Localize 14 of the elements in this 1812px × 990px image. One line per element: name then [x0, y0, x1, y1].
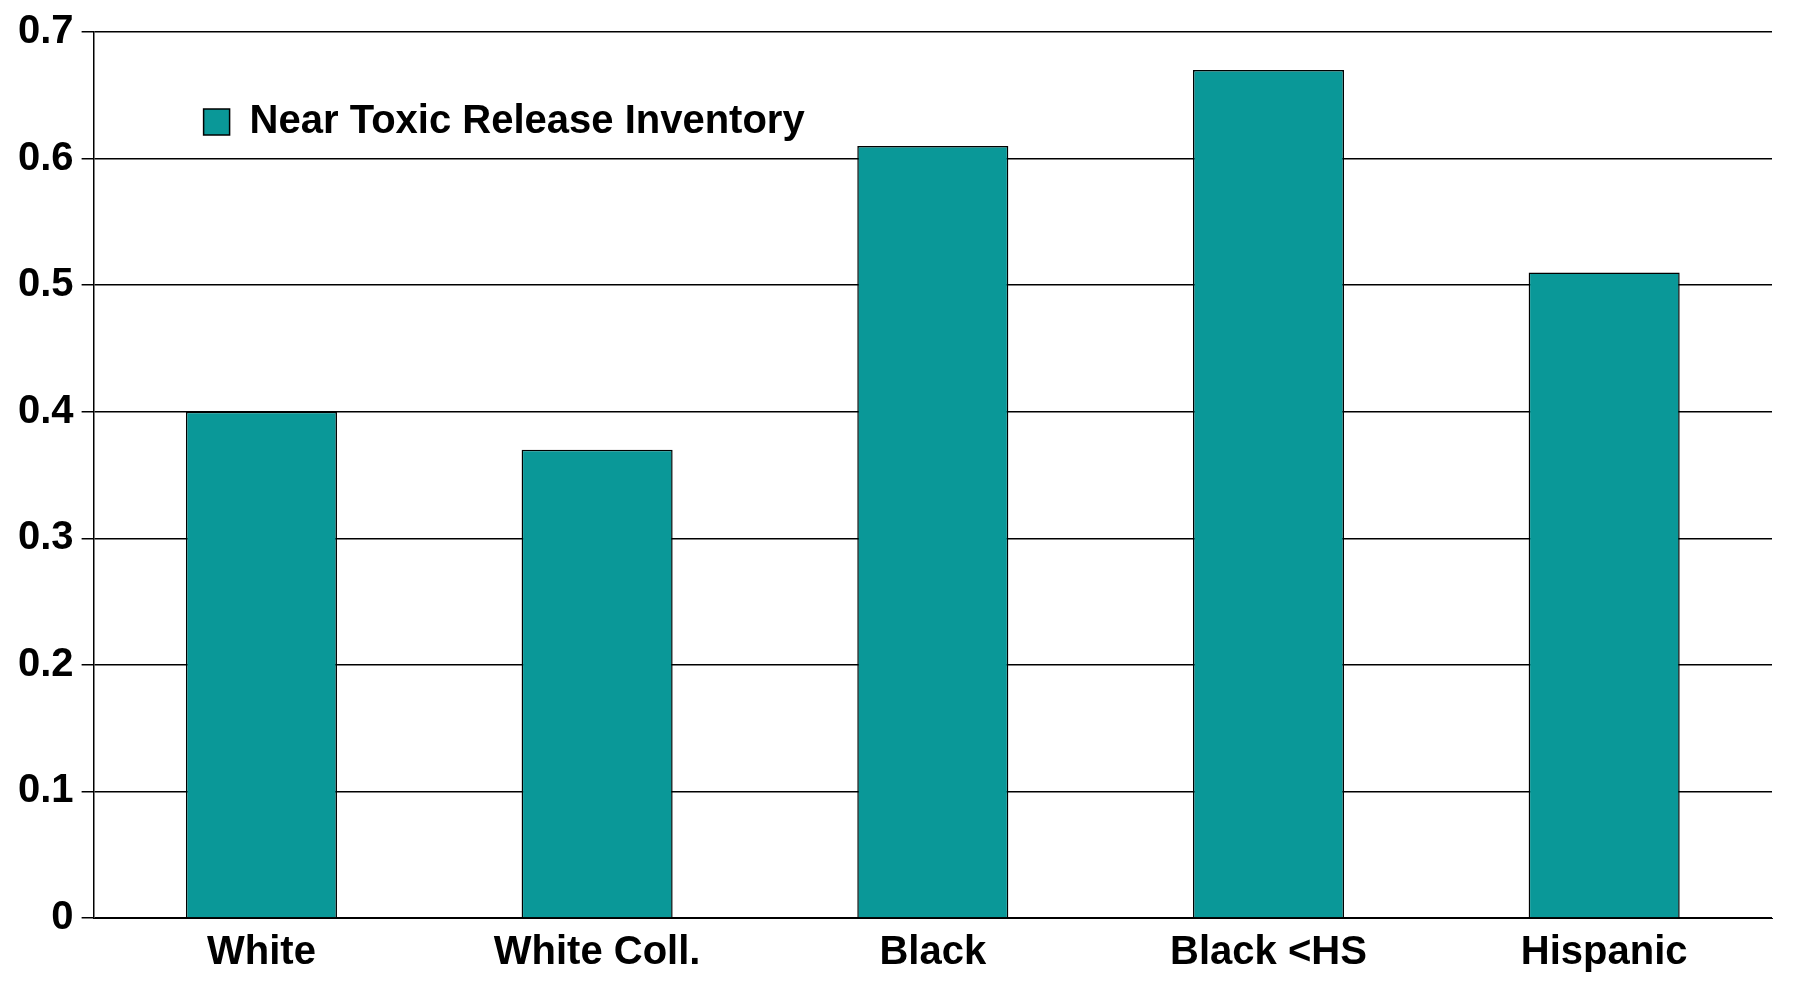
x-tick-label: White Coll. — [493, 928, 701, 973]
x-tick-label: Hispanic — [1520, 928, 1688, 973]
legend-label: Near Toxic Release Inventory — [249, 97, 806, 142]
y-tick-label: 0.6 — [18, 133, 74, 178]
x-tick-label: Black — [879, 928, 987, 973]
y-tick-label: 0.1 — [18, 766, 74, 811]
y-tick-label: 0 — [51, 893, 74, 938]
y-tick-label: 0.7 — [18, 7, 74, 52]
y-tick-label: 0.4 — [18, 386, 75, 431]
x-tick-label: Black <HS — [1170, 928, 1367, 973]
x-tick-label: White — [207, 928, 316, 973]
y-tick-label: 0.5 — [18, 260, 74, 305]
y-tick-label: 0.2 — [18, 639, 74, 684]
y-tick-label: 0.3 — [18, 513, 74, 558]
